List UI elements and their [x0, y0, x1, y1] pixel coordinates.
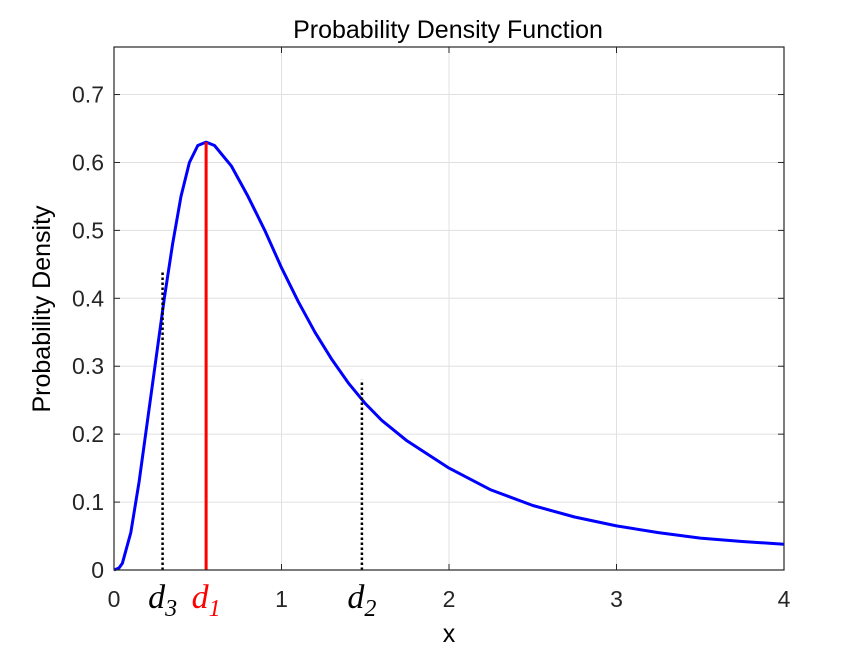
y-tick-label: 0.4 — [72, 285, 104, 311]
y-axis-label: Probability Density — [28, 205, 56, 413]
marker-layer — [161, 142, 364, 570]
y-tick-label: 0 — [91, 557, 104, 583]
tick-labels: 0 0.1 0.2 0.3 0.4 0.5 0.6 0.7 0 1 2 3 4 d3 d1 d2 — [72, 47, 791, 622]
marker-label-d3: d3 — [148, 579, 177, 622]
x-tick-label: 4 — [778, 586, 791, 612]
pdf-curve — [113, 140, 785, 572]
x-tick-label: 2 — [443, 586, 456, 612]
x-axis-label: x — [443, 620, 456, 648]
y-tick-label: 0.2 — [72, 421, 104, 447]
x-tick-label: 3 — [610, 586, 623, 612]
grid — [114, 47, 784, 570]
y-tick-label: 0.7 — [72, 82, 104, 108]
y-tick-label: 0.5 — [72, 217, 104, 243]
marker-label-d1: d1 — [192, 579, 221, 622]
y-tick-label: 0.3 — [72, 353, 104, 379]
y-tick-label: 0.6 — [72, 149, 104, 175]
series-layer — [113, 140, 785, 572]
plot-frame — [113, 46, 785, 571]
y-tick-label: 0.1 — [72, 489, 104, 515]
chart-title: Probability Density Function — [293, 16, 603, 44]
x-tick-label: 0 — [108, 586, 121, 612]
marker-label-d2: d2 — [347, 579, 376, 622]
x-tick-label: 1 — [275, 586, 288, 612]
